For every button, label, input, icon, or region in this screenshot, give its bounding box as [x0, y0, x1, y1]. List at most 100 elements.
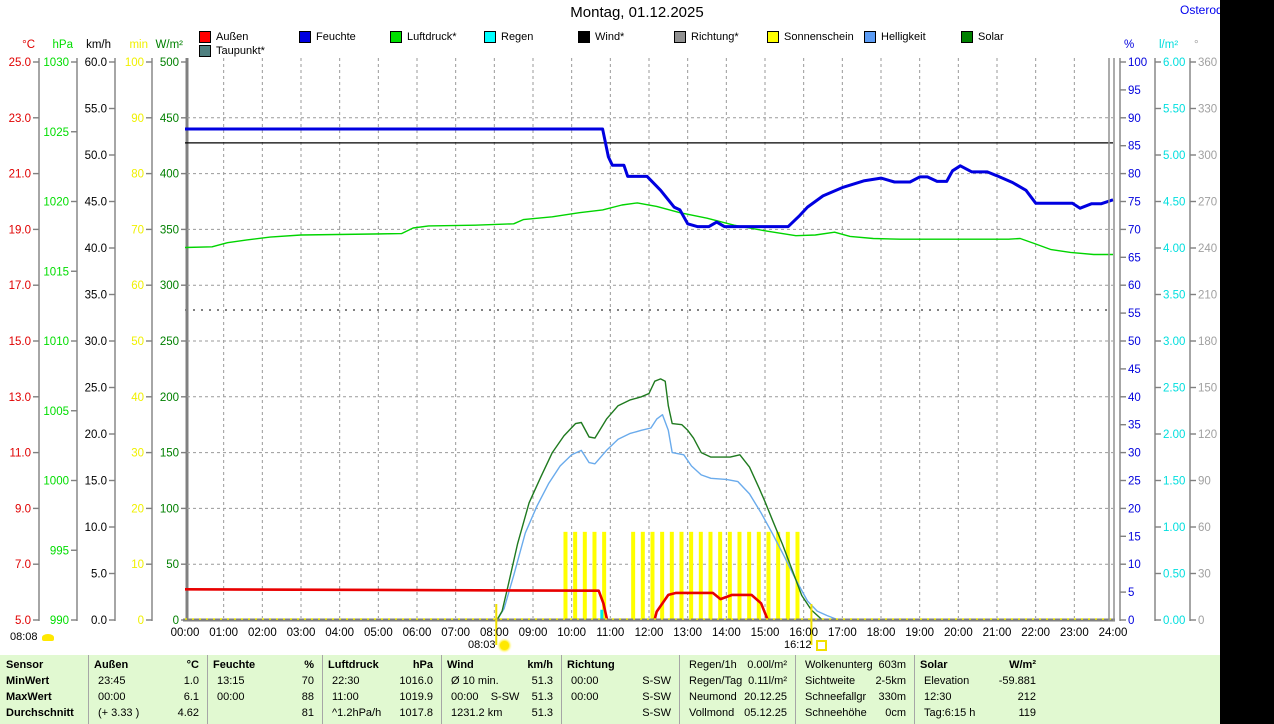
tick-label: 0 [1128, 615, 1134, 627]
table-cell-line: 11:00 1019.9 [332, 691, 433, 703]
tick-label: 0.50 [1163, 569, 1185, 581]
tick-label: 120 [1198, 429, 1217, 441]
tick-label: 45.0 [85, 197, 107, 209]
table-cell-line: Neumond 20.12.25 [689, 691, 787, 703]
x-tick-label: 22:00 [1021, 627, 1050, 639]
axis-temp: 25.0 23.0 21.0 19.0 17.0 15.0 13.0 11.0 9.0 7.0 5.… [9, 39, 40, 627]
tick-label: 4.00 [1163, 243, 1185, 255]
legend-label: Helligkeit [881, 31, 926, 43]
table-cell-line: S-SW [642, 707, 671, 719]
tick-label: 450 [160, 113, 179, 125]
table-row-label: Durchschnitt [6, 707, 74, 719]
table-divider [322, 655, 323, 724]
tick-label: 330 [1198, 104, 1217, 116]
x-tick-label: 09:00 [519, 627, 548, 639]
tick-label: 270 [1198, 197, 1217, 209]
tick-label: 360 [1198, 57, 1217, 69]
tick-label: 0.0 [91, 615, 107, 627]
axis-unit-hpa: hPa [53, 39, 74, 51]
legend-swatch-helligkeit [864, 31, 876, 43]
table-col-luftdruck: Luftdruck hPa 22:30 1016.0 11:00 1019.9 ^1.2hP… [322, 657, 441, 721]
x-tick-label: 17:00 [828, 627, 857, 639]
tick-label: 15.0 [85, 476, 107, 488]
axis-unit-kmh: km/h [86, 39, 111, 51]
legend-item-aussen: Außen [199, 31, 248, 43]
legend-swatch-taupunkt [199, 45, 211, 57]
tick-label: 210 [1198, 290, 1217, 302]
tick-label: 60 [131, 280, 144, 292]
table-cell-line: 00:00 88 [217, 691, 314, 703]
desktop-black-band [1220, 0, 1274, 724]
table-col-regen-mond: Regen/1h 0.00l/m² Regen/Tag 0.11l/m² Neumond… [679, 657, 795, 721]
table-divider [88, 655, 89, 724]
tick-label: 60 [1198, 522, 1211, 534]
tick-label: 35.0 [85, 290, 107, 302]
tick-label: 20 [1128, 503, 1141, 515]
tick-label: 25 [1128, 476, 1141, 488]
tick-label: 300 [160, 280, 179, 292]
legend-item-regen: Regen [484, 31, 533, 43]
tick-label: 35 [1128, 420, 1141, 432]
series-luftdruck [185, 202, 1113, 256]
legend-label: Richtung* [691, 31, 739, 43]
tick-label: 19.0 [9, 224, 31, 236]
tick-label: 60 [1128, 280, 1141, 292]
legend-item-solar: Solar [961, 31, 1004, 43]
legend-swatch-sonnenschein [767, 31, 779, 43]
legend-item-richtung: Richtung* [674, 31, 739, 43]
legend-item-wind: Wind* [578, 31, 624, 43]
tick-label: 55 [1128, 308, 1141, 320]
series-außen [185, 587, 770, 622]
table-cell-line: Tag:6:15 h 119 [924, 707, 1036, 719]
tick-label: 1015 [43, 266, 69, 278]
legend-item-luftdruck: Luftdruck* [390, 31, 457, 43]
axis-unit-wm2: W/m² [156, 39, 184, 51]
x-tick-label: 18:00 [867, 627, 896, 639]
table-cell-line: Außen °C [94, 659, 199, 671]
axis-unit-min: min [129, 39, 148, 51]
x-tick-label: 23:00 [1060, 627, 1089, 639]
legend-label: Luftdruck* [407, 31, 457, 43]
legend-item-sonnenschein: Sonnenschein [767, 31, 854, 43]
axis-hpa: 1030 1025 1020 1015 1010 1005 1000 995 990 hPa [43, 39, 78, 627]
table-cell-line: 13:15 70 [217, 675, 314, 687]
tick-label: 150 [160, 448, 179, 460]
table-cell-line: (+ 3.33 ) 4.62 [98, 707, 199, 719]
axis-unit-pct: % [1124, 39, 1134, 51]
tick-label: 95 [1128, 85, 1141, 97]
tick-label: 1025 [43, 127, 69, 139]
x-tick-label: 04:00 [325, 627, 354, 639]
table-cell-line: 22:30 1016.0 [332, 675, 433, 687]
stats-table: Sensor MinWert MaxWert Durchschnitt Außen °C 2… [0, 655, 1220, 724]
x-tick-label: 02:00 [248, 627, 277, 639]
tick-label: 15 [1128, 531, 1141, 543]
tick-label: 350 [160, 224, 179, 236]
table-col-atmosphaere: Wolkenunterg 603m Sichtweite 2-5km Schneefal… [795, 657, 914, 721]
tick-label: 1000 [43, 476, 69, 488]
table-cell-line: Regen/Tag 0.11l/m² [689, 675, 787, 687]
table-cell-line: Ø 10 min. 51.3 [451, 675, 553, 687]
table-cell-line: Sichtweite 2-5km [805, 675, 906, 687]
legend-item-taupunkt: Taupunkt* [199, 45, 265, 57]
series-feuchte [185, 127, 1114, 229]
table-cell-line: Elevation -59.881 [924, 675, 1036, 687]
tick-label: 3.00 [1163, 336, 1185, 348]
moon-icon [41, 633, 54, 641]
tick-label: 3.50 [1163, 290, 1185, 302]
legend-label: Sonnenschein [784, 31, 854, 43]
tick-label: 20 [131, 503, 144, 515]
tick-label: 100 [1128, 57, 1147, 69]
x-tick-label: 20:00 [944, 627, 973, 639]
tick-label: 45 [1128, 364, 1141, 376]
axis-unit-lm2: l/m² [1159, 39, 1178, 51]
x-tick-label: 19:00 [905, 627, 934, 639]
tick-label: 20.0 [85, 429, 107, 441]
table-cell-line: Solar W/m² [920, 659, 1036, 671]
axis-unit-temp: °C [22, 39, 35, 51]
x-tick-label: 11:00 [596, 627, 624, 639]
table-divider [679, 655, 680, 724]
table-row-label: MinWert [6, 675, 50, 687]
tick-label: 23.0 [9, 113, 31, 125]
legend-label: Außen [216, 31, 249, 43]
